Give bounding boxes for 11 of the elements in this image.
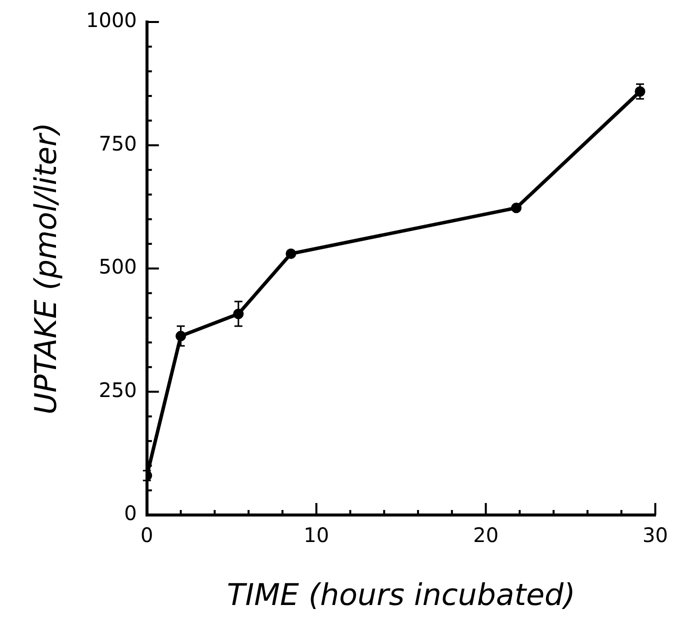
y-tick-label: 1000 (86, 8, 137, 32)
x-tick-label: 30 (642, 523, 668, 548)
y-tick-label: 0 (124, 501, 137, 526)
y-tick-label: 500 (98, 254, 137, 279)
x-tick-label: 20 (473, 523, 499, 548)
y-tick-label: 750 (98, 131, 137, 156)
x-tick-label: 0 (140, 523, 154, 548)
x-tick-label: 10 (304, 523, 330, 548)
y-tick-label: 250 (98, 378, 137, 402)
y-axis-title: UPTAKE (pmol/liter) (28, 122, 64, 415)
x-axis-title: TIME (hours incubated) (226, 578, 576, 613)
